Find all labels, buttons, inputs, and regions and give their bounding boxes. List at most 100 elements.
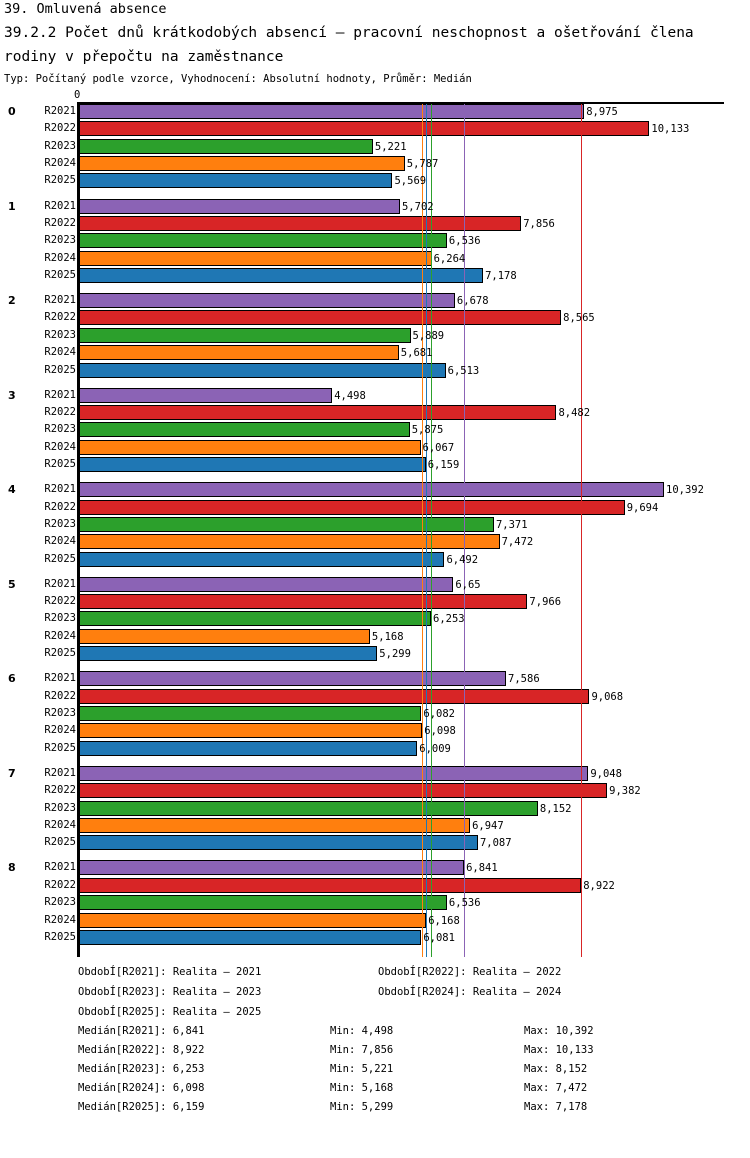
bar-value-label: 10,133 <box>651 123 690 136</box>
bar[interactable] <box>79 671 507 687</box>
bar[interactable] <box>79 499 625 515</box>
bar[interactable] <box>79 835 478 851</box>
bar-value-label: 4,498 <box>334 389 366 402</box>
bar[interactable] <box>79 173 393 189</box>
bar[interactable] <box>79 551 445 567</box>
bar[interactable] <box>79 895 447 911</box>
bar-row: R2025 7,087 <box>0 834 750 851</box>
series-label-r2022: R2022 <box>44 311 76 324</box>
series-label-r2023: R2023 <box>44 234 76 247</box>
bar-group: 6 R2021 7,586 R2022 9,068 R2023 6,082 R2024 6,09… <box>0 670 750 757</box>
bar[interactable] <box>79 198 400 214</box>
series-label-r2025: R2025 <box>44 458 76 471</box>
bar[interactable] <box>79 817 471 833</box>
bar-row: R2022 9,694 <box>0 499 750 516</box>
bar-row: R2023 6,536 <box>0 894 750 911</box>
bar[interactable] <box>79 293 455 309</box>
bar[interactable] <box>79 740 418 756</box>
series-label-r2025: R2025 <box>44 836 76 849</box>
bar-row: R2022 7,856 <box>0 215 750 232</box>
bar[interactable] <box>79 156 405 172</box>
bar[interactable] <box>79 422 410 438</box>
series-label-r2025: R2025 <box>44 552 76 565</box>
legend: ObdobÍ[R2021]: Realita – 2021 ObdobÍ[R202… <box>0 962 750 1022</box>
bar-value-label: 9,382 <box>609 785 641 798</box>
series-label-r2023: R2023 <box>44 612 76 625</box>
bar-row: R2025 5,299 <box>0 645 750 662</box>
stat-row: Medián[R2025]: 6,159 Min: 5,299 Max: 7,178 <box>0 1098 750 1117</box>
series-label-r2024: R2024 <box>44 913 76 926</box>
bar[interactable] <box>79 646 378 662</box>
series-label-r2023: R2023 <box>44 801 76 814</box>
bar[interactable] <box>79 765 589 781</box>
stat-min: Min: 5,299 <box>330 1101 394 1113</box>
series-label-r2025: R2025 <box>44 363 76 376</box>
bar-value-label: 7,472 <box>501 536 534 549</box>
bar[interactable] <box>79 723 423 739</box>
bar-row: R2023 8,152 <box>0 800 750 817</box>
bar[interactable] <box>79 387 333 403</box>
bar-row: R2023 6,536 <box>0 232 750 249</box>
bar[interactable] <box>79 877 582 893</box>
bar-row: R2023 6,253 <box>0 610 750 627</box>
bar[interactable] <box>79 250 432 266</box>
bar[interactable] <box>79 688 590 704</box>
bar[interactable] <box>79 267 484 283</box>
bar-value-label: 6,159 <box>427 459 460 472</box>
report-header: 39. Omluvená absence 39.2.2 Počet dnů kr… <box>0 0 750 86</box>
bar-value-label: 10,392 <box>666 484 704 497</box>
bar[interactable] <box>79 362 446 378</box>
bar[interactable] <box>79 345 399 361</box>
stat-min: Min: 5,221 <box>330 1063 394 1075</box>
stat-max: Max: 10,392 <box>524 1025 594 1037</box>
bar-value-label: 6,536 <box>448 235 481 248</box>
bar[interactable] <box>79 783 608 799</box>
bar[interactable] <box>79 800 538 816</box>
bar-group: 4 R2021 10,392 R2022 9,694 R2023 7,371 R2024 7,4… <box>0 481 750 568</box>
bar[interactable] <box>79 860 465 876</box>
group-index-label: 1 <box>8 199 16 213</box>
bar[interactable] <box>79 233 447 249</box>
summary-statistics: Medián[R2021]: 6,841 Min: 4,498 Max: 10,39… <box>0 1022 750 1117</box>
bar[interactable] <box>79 611 431 627</box>
bar-row: R2021 9,048 <box>0 765 750 782</box>
bar[interactable] <box>79 594 528 610</box>
bar[interactable] <box>79 912 427 928</box>
bar-row: R2025 5,569 <box>0 172 750 189</box>
bar[interactable] <box>79 405 557 421</box>
bar-value-label: 7,856 <box>523 217 555 230</box>
bar[interactable] <box>79 104 585 119</box>
series-label-r2023: R2023 <box>44 423 76 436</box>
bar[interactable] <box>79 482 664 498</box>
bar[interactable] <box>79 929 422 945</box>
bar-row: R2021 4,498 <box>0 387 750 404</box>
legend-item: ObdobÍ[R2024]: Realita – 2024 <box>378 986 562 998</box>
bar-row: R2021 5,702 <box>0 198 750 215</box>
bar[interactable] <box>79 534 500 550</box>
bar[interactable] <box>79 121 650 137</box>
median-line-r2023 <box>431 102 433 957</box>
bar-value-label: 6,841 <box>466 862 498 875</box>
stat-median: Medián[R2023]: 6,253 <box>78 1063 205 1075</box>
bar-value-label: 8,152 <box>539 802 572 815</box>
bar-group: 5 R2021 6,65 R2022 7,966 R2023 6,253 R2024 5,168… <box>0 576 750 663</box>
bar[interactable] <box>79 138 373 154</box>
stat-min: Min: 7,856 <box>330 1044 394 1056</box>
series-label-r2021: R2021 <box>44 483 76 496</box>
bar-value-label: 7,586 <box>508 673 540 686</box>
bar-row: R2025 6,492 <box>0 551 750 568</box>
bar[interactable] <box>79 628 370 644</box>
bar-group: 8 R2021 6,841 R2022 8,922 R2023 6,536 R2024 6,16… <box>0 859 750 946</box>
series-label-r2023: R2023 <box>44 707 76 720</box>
bar[interactable] <box>79 327 411 343</box>
bar-row: R2022 8,922 <box>0 877 750 894</box>
value-axis-line <box>77 102 80 957</box>
bar[interactable] <box>79 576 454 592</box>
bar-value-label: 5,569 <box>394 175 427 188</box>
bar[interactable] <box>79 439 421 455</box>
bar[interactable] <box>79 310 562 326</box>
bar-value-label: 5,221 <box>374 140 407 153</box>
bar[interactable] <box>79 457 426 473</box>
bar[interactable] <box>79 706 422 722</box>
bar[interactable] <box>79 215 522 231</box>
